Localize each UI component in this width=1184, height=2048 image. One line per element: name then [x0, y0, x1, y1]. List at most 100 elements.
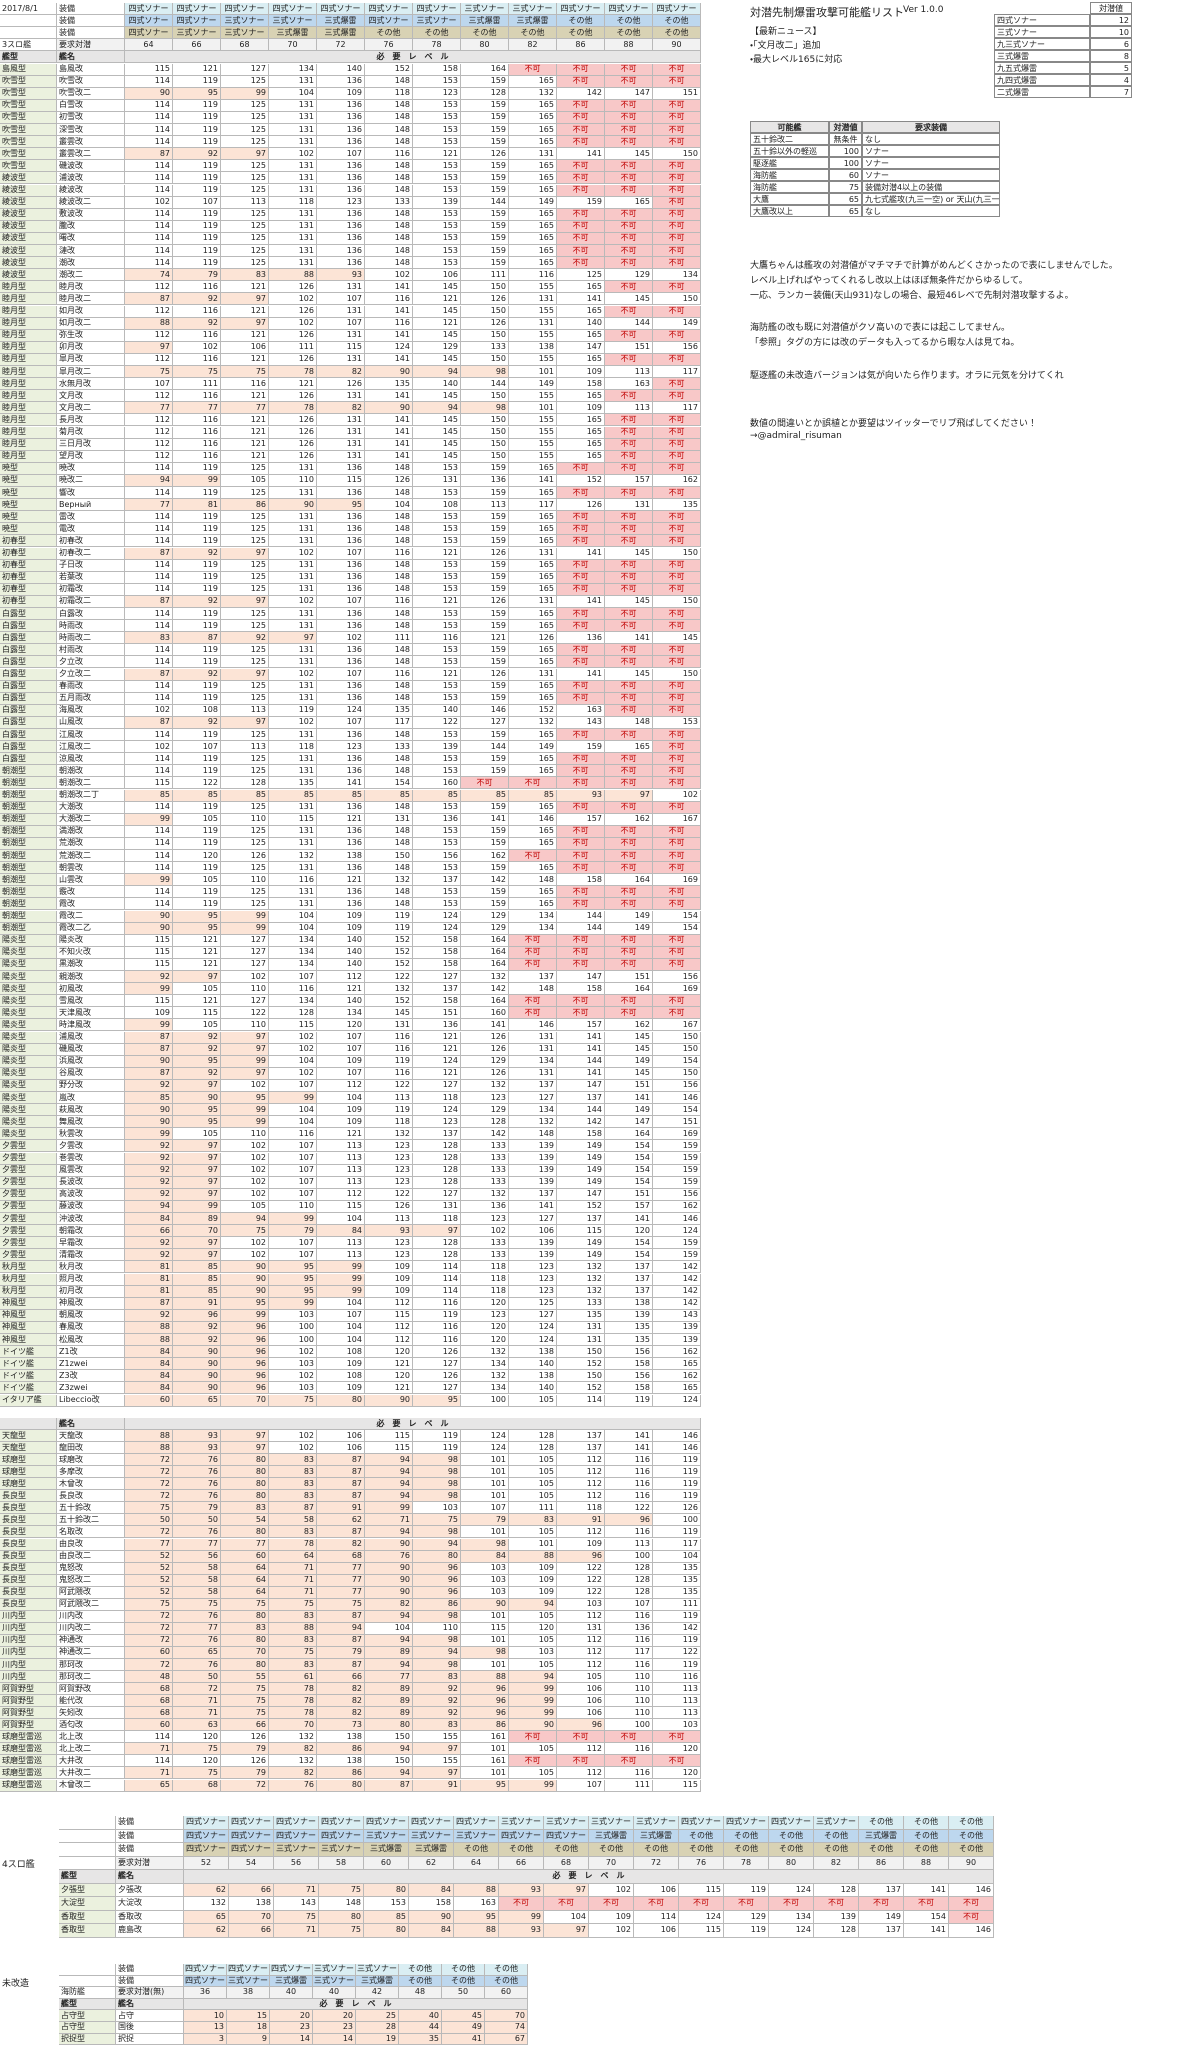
level-cell: 115: [679, 1883, 724, 1897]
level-cell: 121: [365, 1358, 413, 1371]
level-cell: 116: [365, 547, 413, 560]
equipment-name: 三式爆雷: [994, 50, 1090, 62]
level-cell: 119: [173, 99, 221, 112]
level-cell: 132: [509, 1116, 557, 1129]
level-cell: 136: [317, 571, 365, 584]
level-cell: 83: [221, 269, 269, 282]
threshold-cell: 72: [317, 39, 365, 52]
level-cell: 112: [365, 1334, 413, 1347]
name-cell: 陽炎改: [57, 934, 125, 947]
level-cell: 105: [509, 1478, 557, 1491]
level-cell: 99: [269, 1297, 317, 1310]
level-cell: 99: [509, 1683, 557, 1696]
type-cell: ドイツ艦: [0, 1346, 57, 1359]
threshold-cell: 90: [949, 1856, 994, 1870]
name-cell: 綾波改: [57, 184, 125, 197]
type-cell: 白露型: [0, 729, 57, 742]
level-cell: 66: [229, 1924, 274, 1938]
level-cell: 94: [365, 1610, 413, 1623]
level-cell: 165: [557, 414, 605, 427]
blank-cell: 2017/8/1: [0, 3, 57, 16]
level-cell: 104: [269, 1055, 317, 1068]
level-cell: 115: [125, 946, 173, 959]
level-cell: 67: [485, 2033, 528, 2046]
level-cell: 165: [653, 1358, 701, 1371]
level-cell: 90: [365, 1562, 413, 1575]
threshold-cell: 72: [634, 1856, 679, 1870]
level-cell: 90: [125, 87, 173, 100]
name-cell: 由良改二: [57, 1550, 125, 1563]
level-cell: 92: [125, 1249, 173, 1262]
level-cell: 82: [317, 1695, 365, 1708]
level-cell: 139: [509, 1152, 557, 1165]
level-cell: 128: [413, 1164, 461, 1177]
level-cell: 72: [125, 1478, 173, 1491]
level-cell: 77: [125, 402, 173, 415]
requirement-label: 要求対潜: [57, 39, 125, 52]
level-cell: 不可: [605, 426, 653, 439]
level-cell: 141: [557, 148, 605, 161]
level-cell: 111: [461, 269, 509, 282]
level-cell: 131: [269, 245, 317, 258]
level-cell: 77: [365, 1671, 413, 1684]
equipment-cell: 四式ソナー: [125, 15, 173, 28]
level-cell: 126: [461, 1043, 509, 1056]
type-cell: 陽炎型: [0, 1128, 57, 1141]
level-cell: 136: [317, 220, 365, 233]
level-cell: 146: [949, 1924, 994, 1938]
news-item: ・最大レベル165に対応: [750, 55, 843, 65]
level-cell: 125: [221, 583, 269, 596]
level-cell: 112: [125, 390, 173, 403]
level-cell: 78: [269, 1683, 317, 1696]
level-cell: 不可: [544, 1897, 589, 1911]
type-cell: 神風型: [0, 1297, 57, 1310]
level-cell: 132: [461, 1370, 509, 1383]
level-cell: 101: [509, 366, 557, 379]
type-cell: 夕雲型: [0, 1213, 57, 1226]
level-cell: 160: [413, 777, 461, 790]
level-cell: 149: [653, 317, 701, 330]
level-cell: 110: [605, 1683, 653, 1696]
name-cell: Z1改: [57, 1346, 125, 1359]
level-cell: 158: [557, 378, 605, 391]
level-cell: 106: [317, 1442, 365, 1455]
equipment-cell: 三式爆雷: [356, 1975, 399, 1988]
level-cell: 97: [605, 789, 653, 802]
name-cell: 初雪改: [57, 111, 125, 124]
level-cell: 不可: [557, 559, 605, 572]
level-cell: 158: [413, 63, 461, 76]
equipment-value: 10: [1090, 26, 1132, 38]
level-cell: 165: [509, 184, 557, 197]
level-cell: 112: [557, 1610, 605, 1623]
level-cell: 77: [221, 402, 269, 415]
level-cell: 137: [557, 1430, 605, 1443]
level-cell: 92: [221, 632, 269, 645]
level-cell: 94: [365, 1634, 413, 1647]
level-cell: 158: [409, 1897, 454, 1911]
level-cell: 109: [557, 1538, 605, 1551]
level-cell: 不可: [605, 729, 653, 742]
type-cell: 川内型: [0, 1622, 57, 1635]
type-cell: 睦月型: [0, 317, 57, 330]
level-cell: 131: [317, 281, 365, 294]
level-cell: 153: [413, 172, 461, 185]
name-cell: 北上改: [57, 1731, 125, 1744]
level-cell: 159: [461, 729, 509, 742]
type-cell: 阿賀野型: [0, 1683, 57, 1696]
level-cell: 131: [269, 257, 317, 270]
name-cell: 朝潮改二丁: [57, 789, 125, 802]
level-cell: 96: [413, 1562, 461, 1575]
level-cell: 147: [557, 1079, 605, 1092]
level-cell: 131: [269, 136, 317, 149]
level-cell: 116: [365, 293, 413, 306]
level-cell: 不可: [605, 1731, 653, 1744]
level-cell: 118: [461, 1261, 509, 1274]
name-cell: 江風改二: [57, 741, 125, 754]
level-cell: 165: [509, 511, 557, 524]
level-cell: 125: [221, 729, 269, 742]
level-cell: 158: [557, 983, 605, 996]
type-cell: 朝潮型: [0, 850, 57, 863]
level-cell: 148: [365, 583, 413, 596]
name-cell: 松風改: [57, 1334, 125, 1347]
level-cell: 131: [509, 595, 557, 608]
